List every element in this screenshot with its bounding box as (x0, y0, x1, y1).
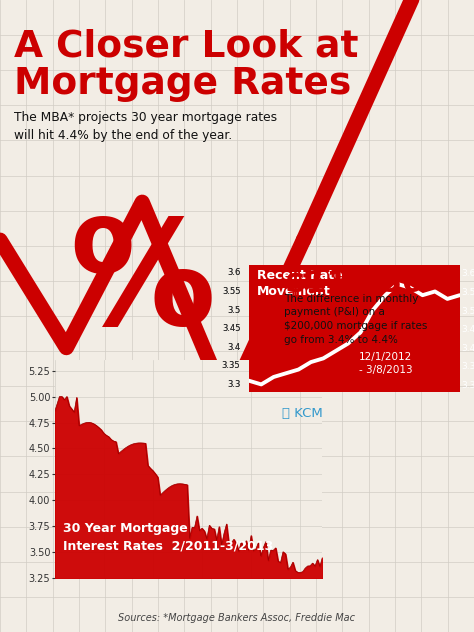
Text: 3.45: 3.45 (222, 324, 240, 333)
Text: 3.3: 3.3 (227, 380, 240, 389)
Text: $114.56: $114.56 (284, 269, 424, 298)
Text: Sources: *Mortgage Bankers Assoc, Freddie Mac: Sources: *Mortgage Bankers Assoc, Freddi… (118, 612, 356, 623)
Text: 12/1/2012
- 3/8/2013: 12/1/2012 - 3/8/2013 (358, 351, 412, 375)
Text: 3.5: 3.5 (227, 305, 240, 315)
Text: Recent Rate
Movement: Recent Rate Movement (257, 269, 343, 298)
Text: 3.35: 3.35 (222, 362, 240, 370)
Text: 3.6: 3.6 (227, 269, 240, 277)
Text: 3.5: 3.5 (227, 305, 240, 315)
Text: 3.45: 3.45 (222, 324, 240, 333)
Text: 3.4: 3.4 (227, 343, 240, 352)
Text: %: % (69, 214, 215, 355)
Text: The MBA* projects 30 year mortgage rates
will hit 4.4% by the end of the year.: The MBA* projects 30 year mortgage rates… (14, 111, 277, 142)
Text: The difference in monthly
payment (P&I) on a
$200,000 mortgage if rates
go from : The difference in monthly payment (P&I) … (284, 294, 428, 344)
Text: A Closer Look at: A Closer Look at (14, 28, 359, 64)
Text: 30 Year Mortgage
Interest Rates  2/2011-3/2013: 30 Year Mortgage Interest Rates 2/2011-3… (63, 522, 273, 552)
Text: 3.55: 3.55 (222, 287, 240, 296)
Text: 3.35: 3.35 (222, 362, 240, 370)
Text: 3.55: 3.55 (222, 287, 240, 296)
Text: Mortgage Rates: Mortgage Rates (14, 66, 351, 102)
Text: 3.6: 3.6 (227, 269, 240, 277)
Text: 3.4: 3.4 (227, 343, 240, 352)
Text: Ⓚ KCM: Ⓚ KCM (282, 408, 323, 420)
Text: 3.3: 3.3 (227, 380, 240, 389)
